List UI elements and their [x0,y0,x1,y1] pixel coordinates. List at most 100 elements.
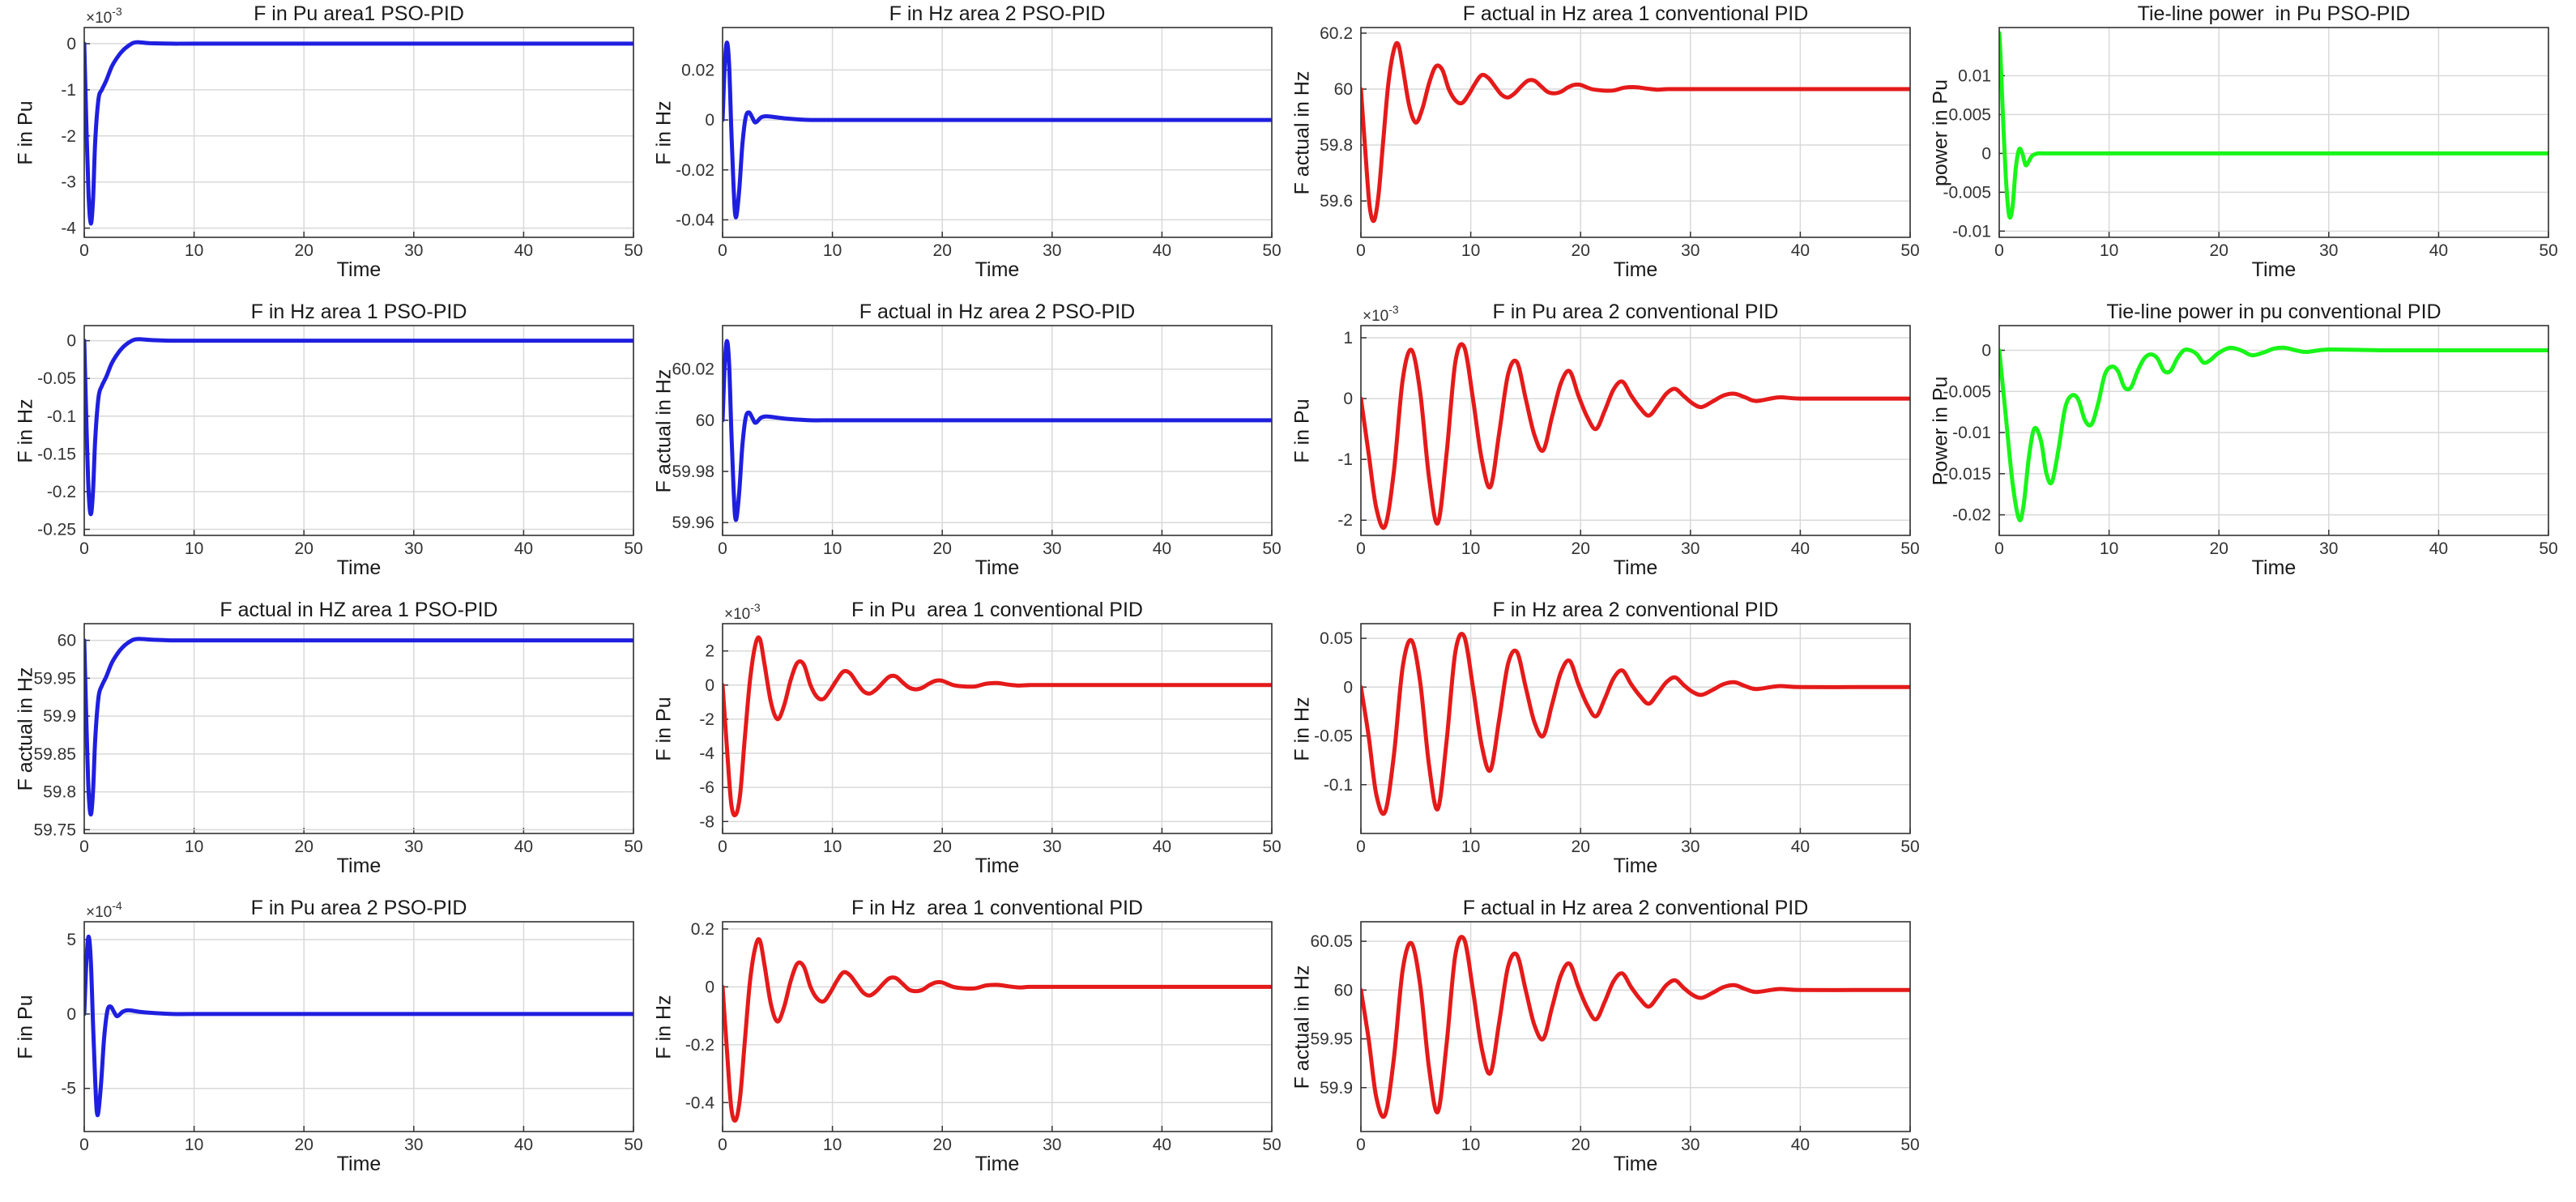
y-axis-label-box: F actual in Hz [1290,901,1316,1192]
x-tick-label: 10 [185,1136,203,1154]
x-tick-label: 40 [1153,838,1171,856]
chart-panel: 0 10 20 30 40 50 0 -0.005 -0.01 -0.015 -0.02 Tie-l… [1925,300,2558,596]
y-tick-label: -5 [61,1080,76,1098]
x-tick-label: 0 [1994,539,2004,558]
y-tick-label: -0.05 [1314,727,1353,746]
x-tick-label: 20 [1572,1136,1590,1154]
x-tick-label: 30 [404,539,423,558]
x-tick-label: 40 [514,838,533,856]
y-tick-label: 0 [1981,144,1991,163]
x-tick-label: 40 [1153,539,1171,558]
x-axis-label: Time [2251,556,2297,579]
y-tick-label: 59.8 [43,783,76,802]
x-tick-label: 30 [404,838,423,856]
y-tick-label: 0 [1981,341,1991,360]
x-axis-label: Time [1613,258,1658,281]
x-tick-label: 40 [514,241,533,260]
x-tick-label: 40 [514,539,533,558]
plot-background [84,326,633,535]
plot-area: 0 10 20 30 40 50 60.2 60 59.8 59.6 [1320,24,1920,260]
x-axis-label: Time [336,258,382,281]
y-tick-label: 2 [705,642,714,661]
chart-title: F in Hz area 1 conventional PID [851,897,1143,919]
x-tick-label: 30 [1043,1136,1061,1154]
y-axis-label-box: F in Pu [1290,305,1316,596]
multiplier-exponent: -4 [112,899,122,912]
x-tick-label: 20 [1572,838,1590,856]
series-line [1361,40,1910,224]
x-tick-label: 50 [1900,838,1919,856]
x-tick-label: 10 [823,838,842,856]
series-line [1361,342,1910,531]
x-tick-label: 20 [933,241,952,260]
chart-title: F actual in Hz area 1 conventional PID [1462,2,1809,25]
y-axis-label: F in Pu [1290,399,1314,463]
x-tick-label: 50 [1262,1136,1281,1154]
plot-area: 0 10 20 30 40 50 60.02 60 59.98 59.96 [672,325,1282,558]
chart-panel: 0 10 20 30 40 50 5 0 -5 ×10-4 F in Pu area 2 PSO-… [10,897,643,1192]
y-tick-label: -0.02 [1952,506,1991,525]
axes-frame [1360,921,1911,1132]
chart-title: F in Pu area 2 conventional PID [1492,300,1779,323]
y-tick-label: -0.15 [37,445,76,463]
series-line [84,337,633,517]
y-tick-label: 59.96 [672,514,714,532]
plot-background [1999,28,2548,237]
x-axis-label: Time [975,556,1020,579]
chart-title: F actual in Hz area 2 PSO-PID [859,300,1136,323]
plot-area: 0 10 20 30 40 50 0.02 0 -0.02 -0.04 [676,27,1282,260]
x-tick-label: 0 [1356,539,1366,558]
chart-panel: 0 10 20 30 40 50 0.02 0 -0.02 -0.04 F in Hz area … [648,2,1282,298]
x-tick-label: 40 [514,1136,533,1154]
y-tick-label: -2 [699,710,714,729]
chart-title: Tie-line power in Pu PSO-PID [2137,2,2411,25]
chart-panel: 0 10 20 30 40 50 0.01 0.005 0 -0.005 -0.01 Tie-lin… [1925,2,2558,298]
y-axis-label: F in Hz [1290,697,1314,761]
axes-frame [83,325,634,536]
x-tick-label: 10 [823,539,842,558]
x-tick-label: 10 [185,838,203,856]
x-tick-label: 20 [2210,539,2228,558]
y-tick-label: 0 [705,111,714,130]
y-tick-label: 0.01 [1958,66,1991,85]
y-tick-label: 0.005 [1948,105,1991,124]
y-tick-label: 60.05 [1310,932,1353,951]
y-tick-label: -0.005 [1943,183,1991,202]
y-tick-label: 0 [66,1005,76,1024]
y-axis-label: F actual in Hz [652,369,676,493]
x-tick-label: 0 [1994,241,2004,260]
y-tick-label: 0 [66,35,76,53]
x-tick-label: 10 [2100,241,2118,260]
y-axis-label-box: F in Hz [651,901,677,1192]
y-tick-label: -4 [61,220,76,238]
x-axis-label: Time [1613,855,1658,877]
y-axis-label-box: F in Pu [13,6,39,298]
x-tick-label: 40 [1153,1136,1171,1154]
y-axis-label-box: F in Hz [651,6,677,298]
series-line [723,635,1272,818]
y-tick-label: 0 [66,332,76,351]
x-tick-label: 0 [718,838,727,856]
chart-title: F in Hz area 2 conventional PID [1492,599,1779,621]
x-tick-label: 20 [295,838,313,856]
x-tick-label: 50 [2539,241,2557,260]
x-tick-label: 10 [1461,539,1480,558]
x-tick-label: 0 [1356,1136,1366,1154]
x-tick-label: 50 [1262,539,1281,558]
y-tick-label: 59.75 [33,821,76,839]
y-tick-label: 1 [1343,329,1353,347]
chart-panel: 0 10 20 30 40 50 0.2 0 -0.2 -0.4 F in Hz area 1 c… [648,897,1282,1192]
plot-area: 0 10 20 30 40 50 0.01 0.005 0 -0.005 -0.01 [1943,27,2558,260]
x-tick-label: 20 [933,1136,952,1154]
chart-panel: 0 10 20 30 40 50 2 0 -2 -4 -6 -8 ×10-3 F in Pu area … [648,599,1282,894]
y-axis-label: Power in Pu [1929,376,1952,486]
x-axis-label: Time [336,556,382,579]
plot-background [84,922,633,1132]
y-tick-label: 0.2 [691,920,714,939]
plot-area: 0 10 20 30 40 50 0.2 0 -0.2 -0.4 [685,920,1282,1154]
x-axis-label: Time [1613,556,1658,579]
x-tick-label: 0 [1356,241,1366,260]
chart-title: F in Pu area 2 PSO-PID [250,897,467,919]
